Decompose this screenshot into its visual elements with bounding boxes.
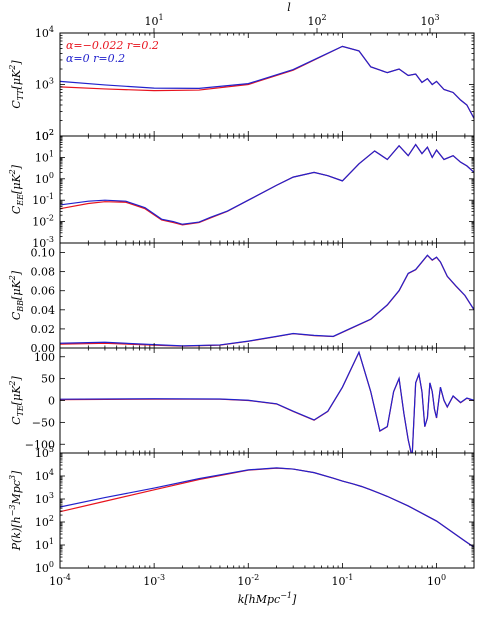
y-tick-label: 100	[35, 560, 54, 575]
y-tick-label: 0.08	[31, 266, 56, 279]
y-tick-label: −100	[25, 438, 55, 451]
y-tick-label: 0.10	[31, 247, 56, 260]
y-tick-label: 50	[41, 373, 55, 386]
y-axis-label: CBB[μK2]	[8, 270, 25, 320]
y-axis-label: P(k)[h−3Mpc3]	[8, 470, 23, 551]
y-tick-label: 102	[35, 128, 54, 143]
panel-frame	[59, 452, 475, 569]
panel-frame	[59, 135, 475, 244]
y-tick-label: 104	[35, 25, 54, 40]
y-tick-label: 102	[35, 514, 54, 529]
x-tick-label: 10-2	[237, 573, 259, 588]
y-tick-label: 102	[35, 128, 54, 143]
y-axis-label: CEE[μK2]	[8, 164, 25, 214]
series-line-red	[60, 350, 474, 453]
y-tick-label: 10-3	[32, 235, 54, 250]
y-tick-label: 103	[35, 77, 54, 92]
legend-entry: α=0 r=0.2	[66, 52, 125, 65]
legend-entry: α=−0.022 r=0.2	[66, 39, 159, 52]
y-tick-label: 10-1	[32, 192, 54, 207]
y-axis-label: CTT[μK2]	[8, 60, 25, 109]
y-tick-label: 104	[35, 468, 54, 483]
top-axis-label: l	[287, 1, 291, 14]
series-line-blue	[60, 467, 474, 548]
x-axis-label: k[hMpc−1]	[238, 591, 297, 606]
y-tick-label: 0.02	[31, 323, 56, 336]
y-tick-label: 103	[35, 491, 54, 506]
x-tick-label: 100	[427, 573, 446, 588]
y-tick-label: 0.06	[31, 285, 56, 298]
y-tick-label: 10-2	[32, 214, 54, 229]
panel-EE	[59, 135, 475, 244]
top-tick-label: 103	[420, 13, 439, 28]
y-axis-label: CTE[μK2]	[8, 375, 25, 424]
panel-Pk	[59, 452, 475, 569]
series-line-blue	[60, 254, 474, 347]
y-tick-label: −50	[32, 416, 55, 429]
y-tick-label: 100	[34, 351, 55, 364]
panel-BB	[59, 242, 475, 349]
y-tick-label: 101	[35, 149, 54, 164]
series-line-blue	[60, 350, 474, 453]
series-line-red	[60, 143, 474, 226]
top-tick-label: 102	[307, 13, 326, 28]
series-line-blue	[60, 143, 474, 225]
x-tick-label: 10-4	[49, 573, 71, 588]
y-tick-label: 105	[35, 445, 54, 460]
x-tick-label: 10-3	[143, 573, 165, 588]
y-tick-label: 0.00	[31, 342, 56, 355]
panel-frame	[59, 242, 475, 349]
top-tick-label: 101	[144, 13, 163, 28]
y-tick-label: 100	[35, 171, 54, 186]
panel-TE	[59, 347, 475, 454]
panel-frame	[59, 347, 475, 454]
x-tick-label: 10-1	[332, 573, 354, 588]
y-tick-label: 0.04	[31, 304, 56, 317]
series-line-red	[60, 254, 474, 347]
y-tick-label: 0	[48, 395, 55, 408]
y-tick-label: 101	[35, 537, 54, 552]
series-line-blue	[60, 45, 474, 119]
